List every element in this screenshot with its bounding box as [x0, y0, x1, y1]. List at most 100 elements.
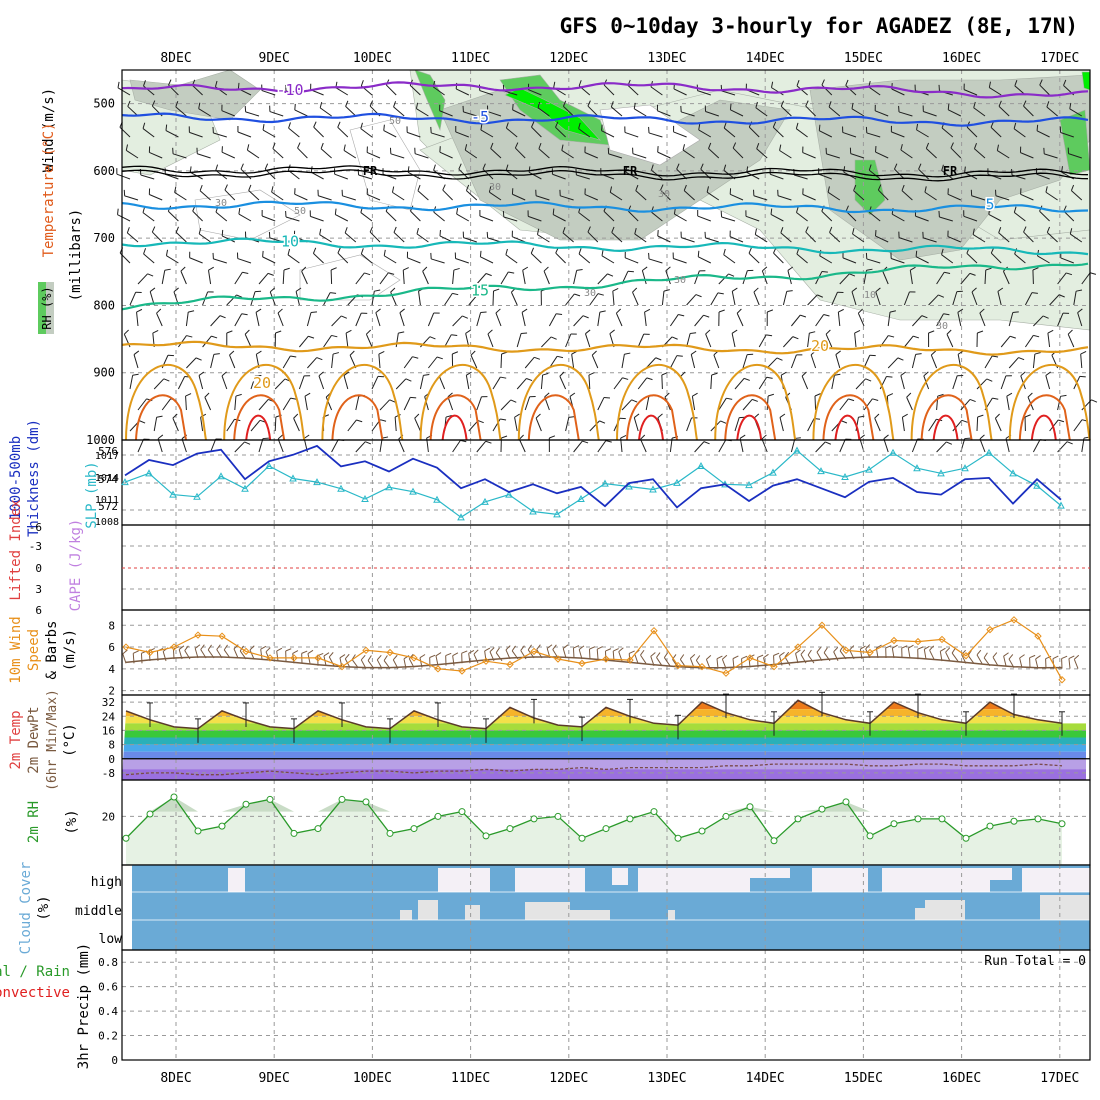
wind-barb-flag: [383, 655, 388, 661]
wind-barb-flag: [331, 334, 338, 338]
tick-label: 572: [98, 500, 118, 513]
wind-barb-flag: [888, 335, 895, 338]
contour-25: [724, 394, 777, 441]
wind-barb-flag: [412, 356, 419, 359]
wind-barb-flag: [921, 315, 928, 319]
wind-barb-flag: [482, 163, 486, 170]
wind-barb: [998, 232, 1010, 243]
rh-label: 50: [389, 116, 401, 127]
wind-barb: [1046, 232, 1058, 243]
slp-point: [361, 494, 369, 502]
wind-barb: [736, 313, 744, 327]
wind-barb: [125, 149, 139, 159]
wind-barb-flag: [136, 308, 143, 313]
wind-barb: [698, 129, 712, 138]
wind-barb-flag: [466, 371, 472, 376]
wind-barb: [900, 375, 905, 390]
wind-barb-flag: [787, 266, 794, 271]
wind-barb: [721, 90, 736, 96]
wind-barb: [166, 255, 179, 264]
wind-barb: [613, 377, 623, 390]
wind-barb: [383, 660, 391, 669]
wind-barb: [1073, 659, 1079, 669]
wind-barb: [883, 438, 889, 453]
wind-barb: [455, 258, 469, 264]
contour-20: [616, 363, 698, 441]
wind-barb: [249, 649, 255, 660]
axis-label: 10m Wind: [8, 616, 24, 683]
contour-label: FR: [623, 164, 638, 178]
wind-barb: [213, 258, 227, 264]
wind-barb: [911, 354, 917, 369]
wind-barb: [890, 258, 905, 264]
wind-barb-flag: [480, 311, 487, 314]
wind-barb: [511, 650, 519, 660]
wind-barb: [746, 171, 760, 180]
wind-barb: [807, 333, 810, 348]
wind-barb-flag: [367, 655, 372, 661]
day-label-bottom: 14DEC: [746, 1071, 785, 1086]
wind-barb-flag: [500, 418, 507, 421]
wind-barb: [1057, 396, 1062, 411]
rh-hollow: [599, 104, 701, 166]
rh2m-point: [818, 805, 826, 813]
wind-barb: [1049, 294, 1060, 306]
wind-barb: [1057, 312, 1064, 327]
wind-barb: [304, 396, 308, 411]
wind-barb: [771, 87, 784, 96]
wind-barb-flag: [199, 184, 203, 191]
wind-barb-flag: [1060, 394, 1067, 397]
wind-barb-flag: [957, 350, 964, 355]
tick-label: 2: [108, 685, 115, 698]
wind-barb-flag: [972, 228, 975, 235]
wind-barb: [1024, 335, 1034, 348]
wind-barb-flag: [1046, 101, 1050, 108]
wind-barb: [500, 353, 503, 369]
wind-barb-flag: [125, 144, 129, 151]
wind-barb: [229, 354, 236, 369]
wind-barb: [755, 107, 768, 117]
wind-barb-flag: [800, 314, 807, 318]
contour-25: [135, 394, 187, 441]
wind-barb: [628, 653, 631, 664]
axis-label: RH (%): [40, 286, 54, 329]
wind-barb-flag: [537, 101, 541, 108]
contour-20: [223, 363, 306, 441]
wind-barb: [810, 354, 817, 369]
wind-barb: [378, 354, 381, 369]
wind-barb-flag: [851, 102, 854, 109]
tick-label: 1000: [86, 433, 115, 447]
wind-barb: [476, 312, 482, 327]
rh-label: 10: [864, 290, 876, 301]
wind-barb-flag: [665, 266, 671, 272]
wind-barb-flag: [944, 271, 951, 274]
wind-barb: [611, 232, 623, 243]
wind-barb: [174, 192, 187, 201]
wind-barb: [133, 354, 139, 369]
wind-barb: [814, 395, 817, 411]
wind-barb-flag: [1034, 352, 1041, 355]
wind-barb: [627, 85, 639, 96]
temp-band: [122, 709, 1086, 717]
wind-barb-flag: [399, 308, 405, 314]
wind-barb: [819, 130, 833, 138]
wind-barb: [1045, 191, 1058, 201]
cloud-gap-mid: [915, 908, 925, 920]
wind-barb: [686, 294, 697, 306]
wind-barb-flag: [512, 103, 514, 110]
wind-barb-flag: [1023, 226, 1027, 233]
wind-barb: [192, 85, 203, 96]
wind-barb-flag: [388, 272, 395, 275]
wind-barb-flag: [318, 371, 324, 377]
wind-barb-flag: [1039, 79, 1043, 86]
wind-barb-flag: [762, 266, 768, 272]
wind-barb-flag: [323, 652, 330, 657]
wind-barb-flag: [946, 329, 952, 335]
wind-barb-flag: [885, 645, 892, 649]
rh2m-point: [482, 832, 490, 840]
axis-label: (°C): [62, 723, 78, 757]
wind-barb: [941, 254, 954, 264]
wind-barb-flag: [780, 371, 787, 376]
slp-point: [337, 484, 345, 492]
